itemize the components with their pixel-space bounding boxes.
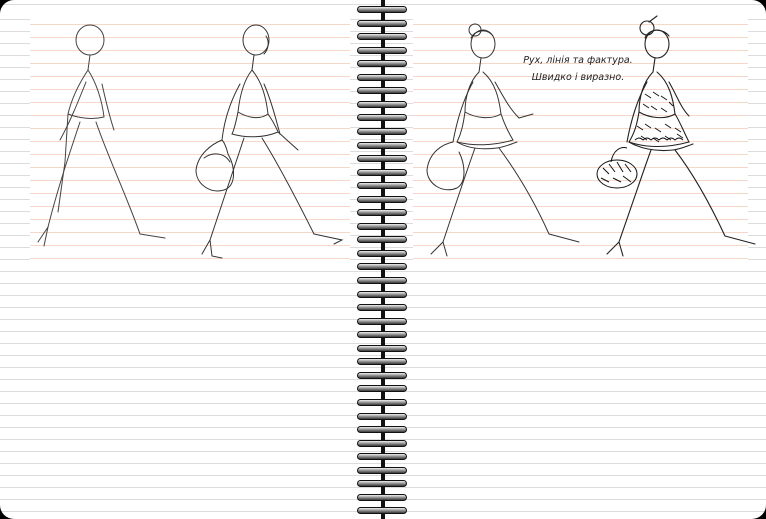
textured-dress-figure-sketch	[596, 15, 756, 257]
right-page: Рух, лінія та фактура. Швидко і виразно.	[383, 0, 766, 519]
caption-line-2: Швидко і виразно.	[531, 72, 625, 83]
spiral-ring	[357, 344, 407, 352]
spiral-ring	[357, 6, 407, 13]
gesture-figure-sketch	[37, 24, 166, 247]
spiral-ring	[357, 466, 407, 474]
spine-axis	[381, 0, 385, 519]
spiral-ring	[357, 439, 407, 447]
spiral-ring	[357, 33, 407, 41]
spiral-ring	[357, 507, 407, 515]
spiral-ring	[357, 263, 407, 271]
spiral-ring	[357, 453, 407, 461]
spiral-ring	[357, 222, 407, 230]
spiral-ring	[357, 304, 407, 312]
figure-strip-right	[413, 12, 748, 260]
spiral-ring	[357, 100, 407, 108]
spiral-ring	[357, 412, 407, 420]
sketch-caption: Рух, лінія та фактура. Швидко і виразно.	[523, 52, 633, 86]
spiral-ring	[357, 155, 407, 163]
spiral-ring	[357, 480, 407, 488]
caption-line-1: Рух, лінія та фактура.	[523, 55, 633, 66]
spiral-ring	[357, 277, 407, 284]
spiral-ring	[357, 426, 407, 434]
spiral-ring	[357, 141, 407, 149]
spiral-ring	[357, 290, 407, 298]
spiral-ring	[357, 46, 407, 54]
spiral-ring	[357, 209, 407, 217]
spiral-ring	[357, 114, 407, 122]
spiral-ring	[357, 168, 407, 176]
spiral-ring	[357, 317, 407, 325]
spiral-ring	[357, 398, 407, 406]
spiral-ring	[357, 127, 407, 135]
dress-outline-figure-sketch	[426, 23, 580, 257]
spiral-ring	[357, 182, 407, 190]
spiral-ring	[357, 385, 407, 393]
left-page	[0, 0, 383, 519]
spiral-ring	[357, 371, 407, 379]
spiral-ring	[357, 60, 407, 68]
spiral-ring	[357, 195, 407, 203]
spiral-ring	[357, 358, 407, 366]
spiral-ring	[357, 249, 407, 257]
spiral-ring	[357, 493, 407, 501]
spiral-ring	[357, 73, 407, 81]
spiral-ring	[357, 19, 407, 27]
spiral-ring	[357, 236, 407, 244]
figure-with-bag-sketch	[195, 24, 344, 259]
spiral-ring	[357, 87, 407, 95]
spiral-ring	[357, 331, 407, 339]
